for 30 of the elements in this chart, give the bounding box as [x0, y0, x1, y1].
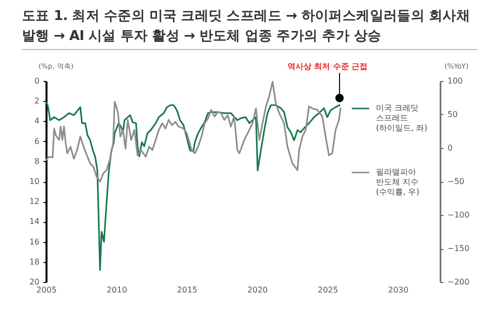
y2-tick-label: 0 [448, 144, 453, 152]
line-series [45, 101, 340, 271]
y-tick-label: 6 [34, 136, 40, 146]
x-tick-label: 2015 [177, 286, 198, 294]
chart-title: 도표 1. 최저 수준의 미국 크레딧 스프레드 → 하이퍼스케일러들의 회사채 발행 → AI 시설 투자 활성 → 반도체 업종 주가의 추가 상승 [22, 6, 477, 50]
y-tick-label: 14 [29, 217, 40, 226]
y-tick-label: 12 [29, 197, 40, 206]
y2-tick-label: −200 [448, 278, 470, 286]
y2-tick-label: −150 [448, 244, 470, 253]
y2-tick-label: 50 [448, 110, 458, 119]
y-tick-label: 10 [29, 177, 40, 186]
x-tick-label: 2030 [388, 286, 408, 294]
y-tick-label: 20 [29, 278, 40, 286]
y-tick-label: 18 [29, 257, 40, 266]
x-tick-label: 2020 [247, 286, 268, 294]
y-tick-label: 16 [29, 237, 40, 246]
legend-label: 미국 크레딧 스프레드 (하이일드, 좌) [376, 104, 428, 132]
line-series [45, 80, 342, 182]
y2-tick-label: 100 [448, 76, 463, 86]
x-tick-label: 2005 [36, 286, 57, 294]
y-tick-label: 0 [34, 76, 40, 86]
y2-tick-label: −100 [448, 210, 470, 220]
annotation: 역사상 최저 수준 근접 [287, 62, 368, 71]
y2-tick-label: −50 [448, 177, 464, 186]
x-tick-label: 2025 [318, 286, 338, 294]
y-tick-label: 8 [34, 156, 40, 166]
legend-label: 필라델피아 반도체 지수 (수익률, 우) [376, 168, 420, 196]
x-tick-label: 2010 [106, 286, 128, 294]
y-tick-label: 2 [34, 96, 40, 106]
y-tick-label: 4 [34, 116, 40, 126]
